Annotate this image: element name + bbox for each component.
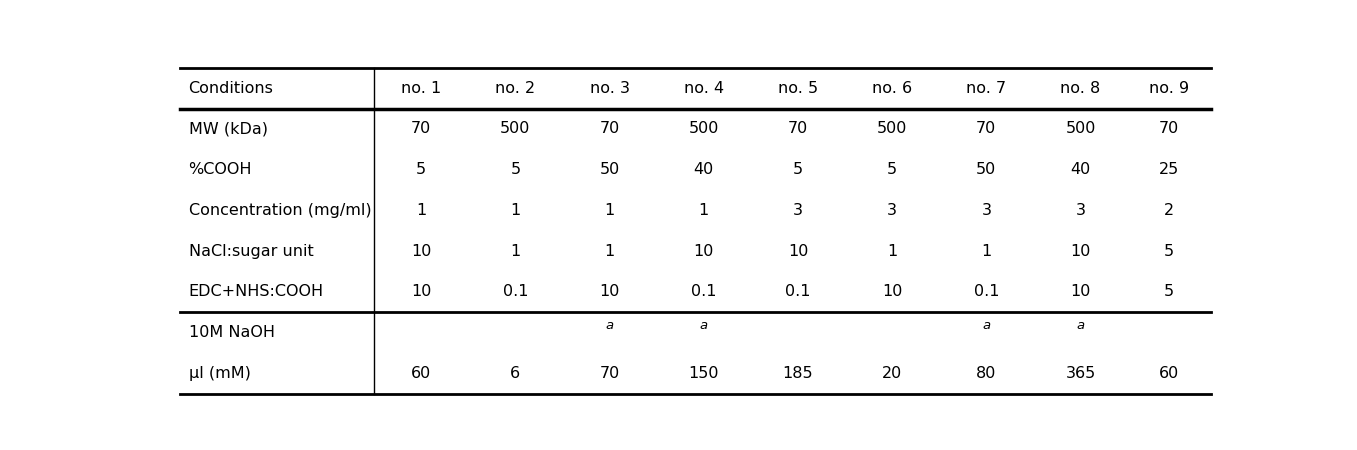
Text: no. 4: no. 4 <box>684 81 723 96</box>
Text: 0.1: 0.1 <box>973 284 999 299</box>
Text: no. 1: no. 1 <box>402 81 441 96</box>
Text: NaCl:sugar unit: NaCl:sugar unit <box>189 243 313 259</box>
Text: 5: 5 <box>792 162 803 177</box>
Text: Conditions: Conditions <box>189 81 273 96</box>
Text: 80: 80 <box>976 366 996 381</box>
Text: 1: 1 <box>510 243 521 259</box>
Text: no. 3: no. 3 <box>589 81 630 96</box>
Text: a: a <box>982 319 991 332</box>
Text: a: a <box>700 319 708 332</box>
Text: 0.1: 0.1 <box>786 284 810 299</box>
Text: 5: 5 <box>510 162 521 177</box>
Text: 50: 50 <box>976 162 996 177</box>
Text: 3: 3 <box>792 203 803 218</box>
Text: 1: 1 <box>604 203 615 218</box>
Text: 0.1: 0.1 <box>502 284 528 299</box>
Text: 1: 1 <box>510 203 521 218</box>
Text: no. 7: no. 7 <box>966 81 1007 96</box>
Text: 10: 10 <box>1071 284 1091 299</box>
Text: 3: 3 <box>981 203 992 218</box>
Text: a: a <box>1076 319 1084 332</box>
Text: EDC+NHS:COOH: EDC+NHS:COOH <box>189 284 324 299</box>
Text: 40: 40 <box>693 162 714 177</box>
Text: 70: 70 <box>600 366 620 381</box>
Text: 5: 5 <box>1164 284 1174 299</box>
Text: 6: 6 <box>510 366 521 381</box>
Text: no. 6: no. 6 <box>873 81 912 96</box>
Text: 5: 5 <box>417 162 426 177</box>
Text: 3: 3 <box>1076 203 1086 218</box>
Text: 1: 1 <box>981 243 992 259</box>
Text: 10: 10 <box>693 243 714 259</box>
Text: 10: 10 <box>788 243 809 259</box>
Text: 70: 70 <box>1159 122 1179 136</box>
Text: 500: 500 <box>877 122 908 136</box>
Text: 1: 1 <box>699 203 708 218</box>
Text: 10M NaOH: 10M NaOH <box>189 325 274 340</box>
Text: 10: 10 <box>1071 243 1091 259</box>
Text: 40: 40 <box>1071 162 1091 177</box>
Text: 1: 1 <box>417 203 426 218</box>
Text: no. 8: no. 8 <box>1060 81 1101 96</box>
Text: 10: 10 <box>600 284 620 299</box>
Text: no. 5: no. 5 <box>778 81 818 96</box>
Text: no. 2: no. 2 <box>495 81 536 96</box>
Text: MW (kDa): MW (kDa) <box>189 122 267 136</box>
Text: 10: 10 <box>411 243 432 259</box>
Text: %COOH: %COOH <box>189 162 252 177</box>
Text: 365: 365 <box>1065 366 1095 381</box>
Text: no. 9: no. 9 <box>1149 81 1189 96</box>
Text: 10: 10 <box>882 284 902 299</box>
Text: 70: 70 <box>600 122 620 136</box>
Text: 3: 3 <box>887 203 897 218</box>
Text: 5: 5 <box>1164 243 1174 259</box>
Text: 5: 5 <box>887 162 897 177</box>
Text: 20: 20 <box>882 366 902 381</box>
Text: 60: 60 <box>411 366 432 381</box>
Text: 70: 70 <box>411 122 432 136</box>
Text: 1: 1 <box>604 243 615 259</box>
Text: 2: 2 <box>1164 203 1174 218</box>
Text: 185: 185 <box>783 366 813 381</box>
Text: 150: 150 <box>688 366 719 381</box>
Text: 500: 500 <box>688 122 719 136</box>
Text: 25: 25 <box>1159 162 1179 177</box>
Text: μl (mM): μl (mM) <box>189 366 251 381</box>
Text: 60: 60 <box>1159 366 1179 381</box>
Text: 0.1: 0.1 <box>691 284 716 299</box>
Text: 500: 500 <box>501 122 531 136</box>
Text: 500: 500 <box>1065 122 1095 136</box>
Text: 10: 10 <box>411 284 432 299</box>
Text: 70: 70 <box>788 122 809 136</box>
Text: 70: 70 <box>976 122 996 136</box>
Text: a: a <box>605 319 613 332</box>
Text: 50: 50 <box>600 162 620 177</box>
Text: Concentration (mg/ml): Concentration (mg/ml) <box>189 203 372 218</box>
Text: 1: 1 <box>887 243 897 259</box>
